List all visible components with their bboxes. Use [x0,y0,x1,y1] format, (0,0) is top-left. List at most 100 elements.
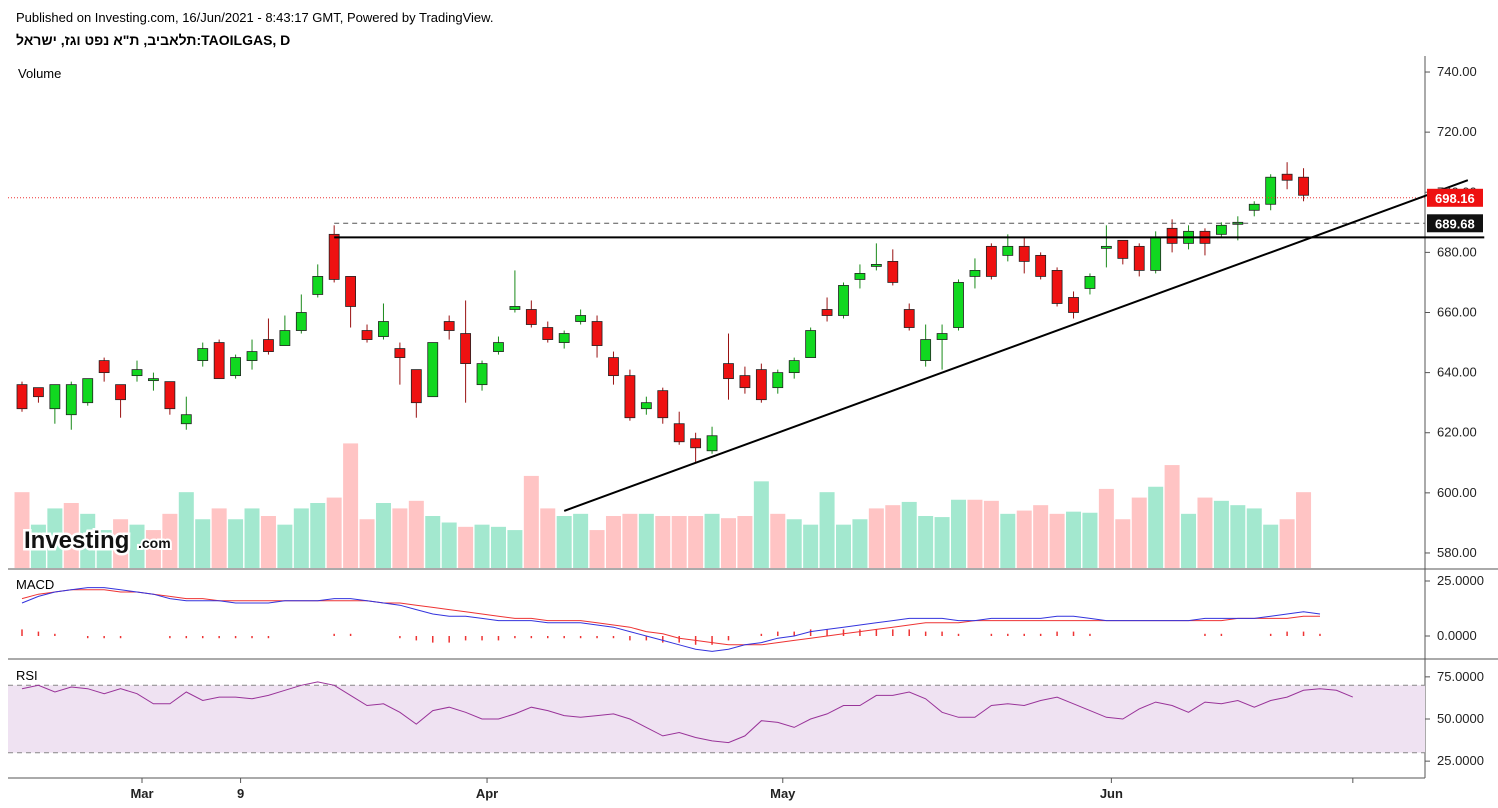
volume-bar [786,519,802,568]
candle-body [1298,176,1309,196]
time-tick-label: Mar [130,786,153,801]
volume-bar [244,508,260,568]
volume-bar [211,508,227,568]
volume-bar [113,519,129,568]
logo-main: Investing [24,527,129,554]
volume-label: Volume [18,66,61,81]
volume-bar [47,508,63,568]
candle-body [164,381,176,410]
candle-body [394,348,406,358]
volume-bar [310,503,326,568]
time-tick-label: Jun [1100,786,1123,801]
volume-bar [671,516,687,568]
price-tick-label: 740.00 [1437,64,1477,79]
axes: 740.00720.00700.00680.00660.00640.00620.… [18,64,1483,801]
candle-body [1248,203,1260,211]
candle-body [969,270,981,277]
candle-body [443,321,455,331]
volume-bar [96,530,112,568]
candle-body [410,369,422,404]
trendline [563,179,1469,512]
candle-body [575,315,587,322]
volume-bar [918,516,934,568]
price-tick-label: 580.00 [1437,545,1477,560]
volume-bar [523,475,539,568]
rsi-band [8,685,1425,753]
candle-body [1002,245,1014,256]
candle-body [558,333,570,343]
volume-bar [1296,492,1312,568]
volume-bar [293,508,309,568]
volume-bar [868,508,884,568]
volume-bar [129,524,145,568]
volume-bar [1000,513,1016,568]
candle-body [16,384,28,410]
rsi-tick-label: 25.0000 [1437,753,1484,768]
candle-body [657,390,669,419]
volume-bar [852,519,868,568]
volume-bar [1246,508,1262,568]
price-tick-label: 660.00 [1437,304,1477,319]
volume-bar [951,499,967,568]
published-note: Published on Investing.com, 16/Jun/2021 … [16,10,494,25]
volume-bars [14,443,1312,568]
volume-bar [392,508,408,568]
candle-body [542,327,554,340]
candle-body [723,363,734,380]
candle-body [378,321,389,337]
candle-body [328,233,340,280]
candle-body [148,378,159,382]
candle-body [1281,173,1293,181]
volume-bar [343,443,359,568]
candle-body [805,330,817,358]
volume-bar [836,524,851,568]
candle-body [345,276,357,307]
volume-bar [885,505,901,568]
candle-body [985,245,997,277]
volume-bar [441,522,457,568]
volume-bar [1098,488,1114,568]
candle-body [1084,276,1096,289]
volume-bar [967,499,983,568]
volume-bar [1082,512,1098,568]
candle-body [476,363,488,386]
volume-bar [622,513,638,568]
candle-body [772,372,784,389]
volume-bar [1131,497,1147,568]
volume-bar [1016,510,1032,568]
candle-body [246,351,258,361]
volume-bar [638,513,654,568]
volume-bar [655,516,671,568]
level-box [1427,214,1483,233]
candle-body [493,342,504,352]
candle-body [640,402,652,410]
candle-body [49,384,61,410]
volume-bar [1033,505,1049,568]
volume-bar [326,497,342,568]
volume-bar [540,508,556,568]
volume-bar [1279,519,1295,568]
candle-body [1265,176,1277,205]
time-tick-label: May [770,786,796,801]
volume-bar [1213,500,1229,568]
candle-body [509,306,521,310]
volume-bar [1181,513,1197,568]
macd-tick-label: 0.0000 [1437,628,1477,643]
candle-body [591,321,603,346]
logo-suffix-halo: .com [138,535,171,551]
volume-bar [556,516,572,568]
volume-bar [1049,513,1065,568]
candle-body [82,378,94,404]
volume-bar [490,526,506,568]
volume-bar [1230,505,1246,568]
volume-bar [819,492,835,568]
macd-tick-label: 25.0000 [1437,573,1484,588]
candle-body [838,285,849,316]
symbol-title: תלאביב, ת"א נפט וגז, ישראל:TAOILGAS, D [16,32,291,48]
candle-body [903,309,915,328]
plot-frame [8,56,1425,778]
volume-bar [375,503,391,568]
volume-bar [1197,497,1213,568]
candle-body [755,369,767,401]
